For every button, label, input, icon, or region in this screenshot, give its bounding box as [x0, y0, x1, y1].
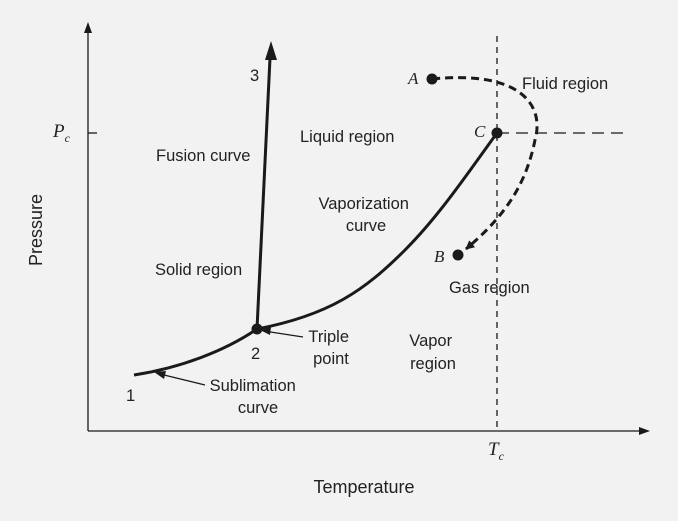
path-a-to-b [431, 76, 539, 251]
tc-label: Tc [488, 439, 505, 463]
x-axis-title: Temperature [313, 477, 414, 497]
pc-label: Pc [52, 121, 71, 145]
solid-region-label: Solid region [155, 261, 242, 279]
label-a: A [407, 69, 419, 88]
triple-point-label: Triple point [308, 328, 353, 368]
sublimation-leader [159, 373, 206, 386]
vapor-region-label: Vapor region [409, 332, 456, 373]
label-3: 3 [250, 67, 259, 85]
fusion-curve-arrowhead [265, 41, 277, 60]
vaporization-curve-label: Vaporization curve [318, 195, 413, 235]
gas-region-label: Gas region [449, 279, 530, 297]
label-b: B [434, 247, 445, 266]
sublimation-curve-label: Sublimation curve [210, 377, 301, 417]
y-axis-arrowhead [84, 22, 92, 33]
point-b [452, 249, 464, 261]
triple-point-dot [251, 323, 263, 335]
point-c [491, 127, 503, 139]
vaporization-curve [256, 132, 499, 331]
fusion-curve [255, 57, 272, 330]
sublimation-leader-arrowhead [154, 371, 166, 379]
label-c: C [474, 122, 486, 141]
fusion-curve-label: Fusion curve [156, 147, 250, 165]
triple-point-leader-arrowhead [260, 327, 271, 335]
sublimation-curve [133, 327, 258, 377]
label-1: 1 [126, 387, 135, 405]
liquid-region-label: Liquid region [300, 128, 395, 146]
x-axis-arrowhead [639, 427, 650, 435]
fluid-region-label: Fluid region [522, 75, 608, 93]
triple-point-leader [263, 330, 304, 338]
y-axis-title: Pressure [26, 194, 46, 266]
label-2: 2 [251, 345, 260, 363]
point-a [426, 73, 438, 85]
